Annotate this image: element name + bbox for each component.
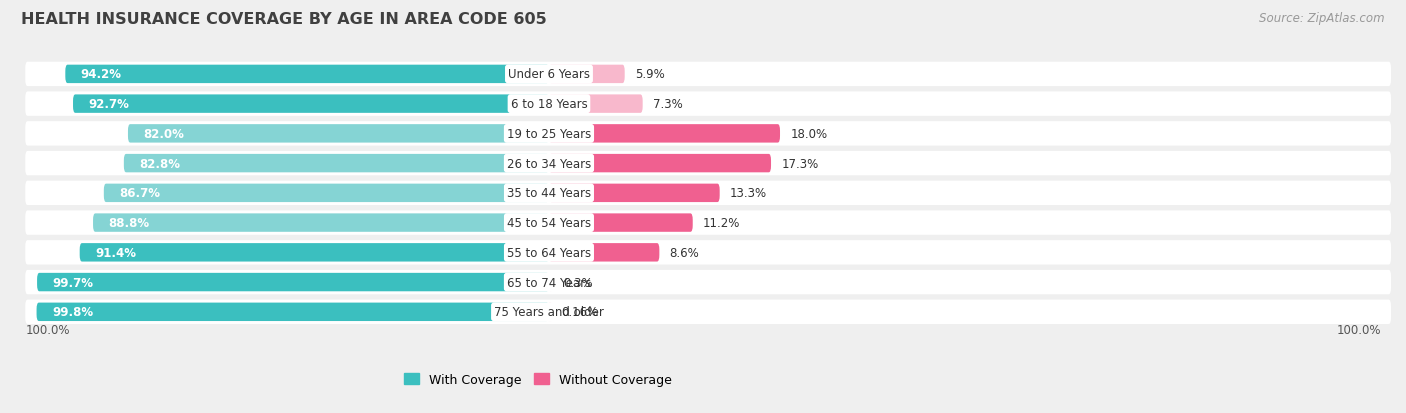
Text: 99.8%: 99.8% — [52, 306, 93, 318]
Text: 18.0%: 18.0% — [790, 128, 827, 140]
FancyBboxPatch shape — [128, 125, 548, 143]
Text: 0.16%: 0.16% — [561, 306, 599, 318]
FancyBboxPatch shape — [548, 303, 551, 321]
Text: 35 to 44 Years: 35 to 44 Years — [508, 187, 591, 200]
FancyBboxPatch shape — [548, 154, 770, 173]
FancyBboxPatch shape — [80, 244, 548, 262]
Text: 99.7%: 99.7% — [52, 276, 93, 289]
FancyBboxPatch shape — [37, 273, 548, 292]
Text: 7.3%: 7.3% — [652, 98, 683, 111]
FancyBboxPatch shape — [548, 273, 553, 292]
Text: 82.8%: 82.8% — [139, 157, 180, 170]
Text: 6 to 18 Years: 6 to 18 Years — [510, 98, 588, 111]
Text: 0.3%: 0.3% — [562, 276, 593, 289]
Text: HEALTH INSURANCE COVERAGE BY AGE IN AREA CODE 605: HEALTH INSURANCE COVERAGE BY AGE IN AREA… — [21, 12, 547, 27]
Text: 94.2%: 94.2% — [80, 68, 122, 81]
Text: 75 Years and older: 75 Years and older — [494, 306, 605, 318]
Text: 11.2%: 11.2% — [703, 216, 741, 230]
FancyBboxPatch shape — [25, 181, 1391, 206]
Text: 92.7%: 92.7% — [89, 98, 129, 111]
FancyBboxPatch shape — [93, 214, 548, 232]
FancyBboxPatch shape — [73, 95, 548, 114]
FancyBboxPatch shape — [548, 95, 643, 114]
FancyBboxPatch shape — [548, 244, 659, 262]
FancyBboxPatch shape — [548, 66, 624, 84]
FancyBboxPatch shape — [25, 62, 1391, 87]
FancyBboxPatch shape — [548, 184, 720, 203]
FancyBboxPatch shape — [124, 154, 548, 173]
FancyBboxPatch shape — [25, 122, 1391, 146]
Text: 17.3%: 17.3% — [782, 157, 818, 170]
Text: 65 to 74 Years: 65 to 74 Years — [506, 276, 591, 289]
FancyBboxPatch shape — [104, 184, 548, 203]
Text: 91.4%: 91.4% — [96, 246, 136, 259]
FancyBboxPatch shape — [25, 211, 1391, 235]
Text: 26 to 34 Years: 26 to 34 Years — [506, 157, 591, 170]
Text: 55 to 64 Years: 55 to 64 Years — [508, 246, 591, 259]
Text: Source: ZipAtlas.com: Source: ZipAtlas.com — [1260, 12, 1385, 25]
FancyBboxPatch shape — [25, 300, 1391, 324]
Text: 88.8%: 88.8% — [108, 216, 149, 230]
FancyBboxPatch shape — [548, 125, 780, 143]
Legend: With Coverage, Without Coverage: With Coverage, Without Coverage — [399, 368, 676, 391]
FancyBboxPatch shape — [25, 240, 1391, 265]
FancyBboxPatch shape — [548, 214, 693, 232]
Text: 82.0%: 82.0% — [143, 128, 184, 140]
Text: 5.9%: 5.9% — [636, 68, 665, 81]
Text: 45 to 54 Years: 45 to 54 Years — [508, 216, 591, 230]
Text: 100.0%: 100.0% — [25, 323, 70, 336]
FancyBboxPatch shape — [25, 270, 1391, 294]
FancyBboxPatch shape — [37, 303, 548, 321]
Text: 19 to 25 Years: 19 to 25 Years — [506, 128, 591, 140]
Text: 8.6%: 8.6% — [669, 246, 699, 259]
FancyBboxPatch shape — [65, 66, 548, 84]
Text: Under 6 Years: Under 6 Years — [508, 68, 591, 81]
Text: 100.0%: 100.0% — [1336, 323, 1381, 336]
FancyBboxPatch shape — [25, 152, 1391, 176]
Text: 13.3%: 13.3% — [730, 187, 768, 200]
FancyBboxPatch shape — [25, 92, 1391, 116]
Text: 86.7%: 86.7% — [120, 187, 160, 200]
